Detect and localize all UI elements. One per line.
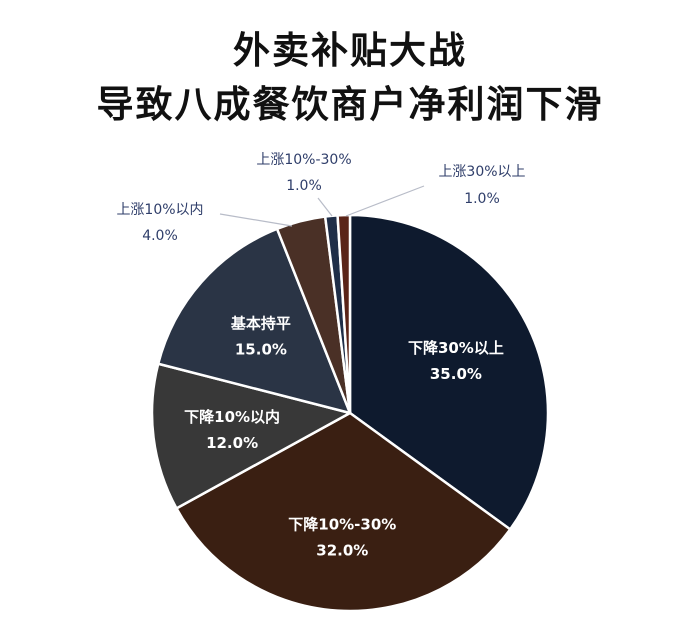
leader-line-上涨10pct以内 bbox=[219, 213, 293, 227]
slice-label-上涨10pct以内: 上涨10%以内 bbox=[116, 202, 203, 218]
pie-slice-下降30pct以上 bbox=[348, 213, 550, 531]
pie-slices bbox=[150, 213, 550, 613]
chart-subtitle: 导致八成餐饮商户净利润下滑 bbox=[96, 83, 604, 126]
pie-slice-下降10pct-30pct bbox=[175, 411, 512, 613]
slice-label-上涨30pct以上: 上涨30%以上 bbox=[438, 164, 525, 180]
slice-label-基本持平: 基本持平 bbox=[230, 314, 291, 332]
slice-value-下降10pct以内: 12.0% bbox=[206, 434, 258, 452]
leader-line-上涨30pct以上 bbox=[345, 185, 425, 217]
pie-slice-下降10pct以内 bbox=[150, 362, 352, 510]
slice-label-下降10pct-30pct: 下降10%-30% bbox=[288, 516, 396, 534]
slice-value-下降10pct-30pct: 32.0% bbox=[316, 542, 368, 560]
slice-label-下降10pct以内: 下降10%以内 bbox=[184, 408, 280, 426]
slice-labels: 下降30%以上 35.0% 下降10%-30% 32.0% 下降10%以内 12.0% 基本… bbox=[116, 152, 525, 560]
slice-label-下降30pct以上: 下降30%以上 bbox=[408, 339, 504, 357]
slice-value-上涨30pct以上: 1.0% bbox=[464, 191, 500, 207]
slice-value-上涨10pct以内: 4.0% bbox=[142, 228, 178, 244]
slice-label-上涨10pct-30pct: 上涨10%-30% bbox=[256, 152, 351, 168]
leader-line-上涨10pct-30pct bbox=[317, 197, 333, 217]
leader-lines bbox=[219, 185, 425, 227]
slice-value-基本持平: 15.0% bbox=[235, 340, 287, 358]
pie-slice-基本持平 bbox=[156, 227, 352, 415]
slice-value-下降30pct以上: 35.0% bbox=[430, 365, 482, 383]
chart-title: 外卖补贴大战 bbox=[233, 29, 467, 72]
slice-value-上涨10pct-30pct: 1.0% bbox=[286, 178, 322, 194]
